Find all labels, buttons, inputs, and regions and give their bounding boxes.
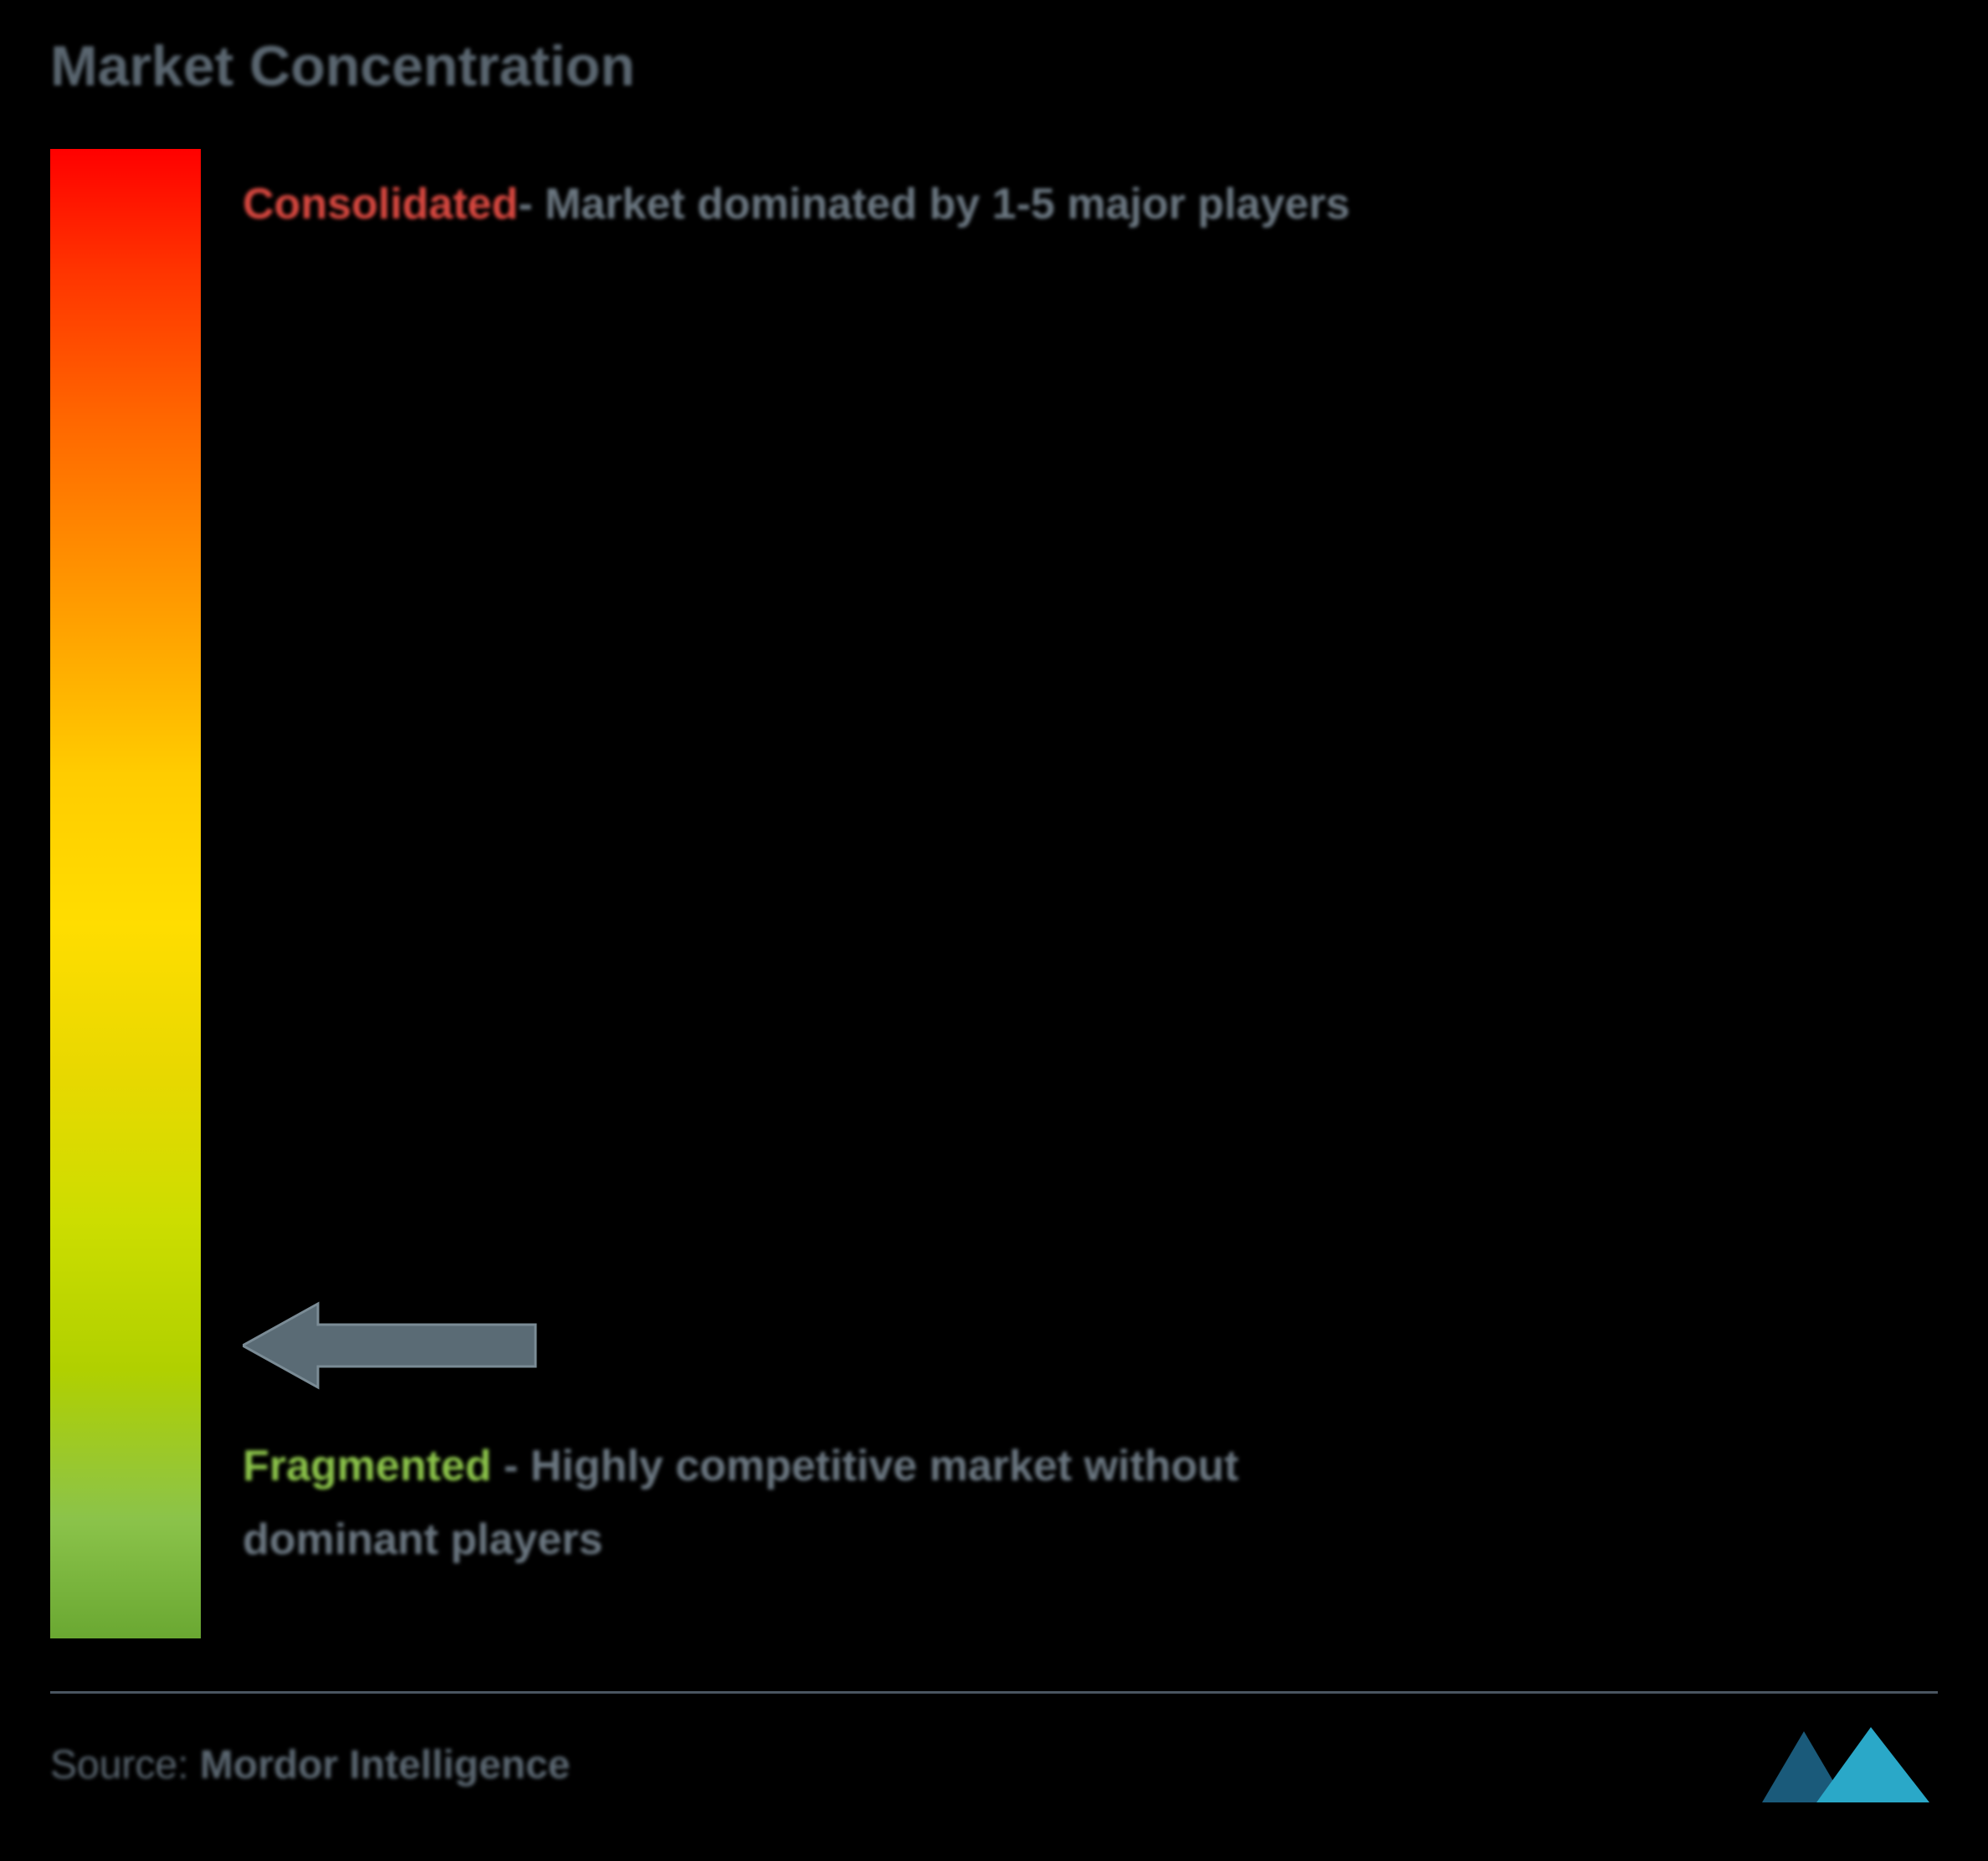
source-label: Source: [50,1743,200,1787]
concentration-gradient-bar [50,149,201,1638]
mordor-logo [1754,1719,1938,1811]
arrow-left-icon [243,1295,544,1396]
source-value: Mordor Intelligence [200,1743,571,1787]
logo-icon [1754,1719,1938,1811]
infographic-container: Market Concentration Consolidated- Marke… [33,33,1955,1828]
fragmented-description-line2: dominant players [243,1515,603,1564]
main-content: Consolidated- Market dominated by 1-5 ma… [33,149,1955,1638]
page-title: Market Concentration [33,33,1955,99]
fragmented-highlight: Fragmented [243,1442,492,1490]
consolidated-highlight: Consolidated [243,180,518,228]
fragmented-description-line1: - Highly competitive market without [492,1442,1239,1490]
consolidated-label: Consolidated- Market dominated by 1-5 ma… [243,174,1350,235]
indicator-arrow [243,1295,544,1400]
consolidated-description: - Market dominated by 1-5 major players [518,180,1350,228]
fragmented-label: Fragmented - Highly competitive market w… [243,1429,1238,1577]
source-attribution: Source: Mordor Intelligence [50,1742,570,1788]
footer: Source: Mordor Intelligence [50,1691,1938,1811]
labels-area: Consolidated- Market dominated by 1-5 ma… [201,149,1955,1638]
